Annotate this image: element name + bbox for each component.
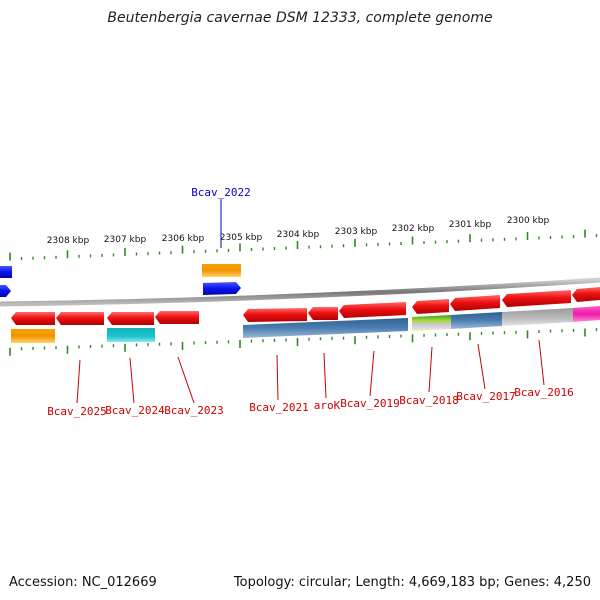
- gene-feature[interactable]: [0, 285, 11, 297]
- gene-label-bcav-2025[interactable]: Bcav_2025: [47, 405, 107, 418]
- label-leader-lines: [76, 199, 545, 404]
- map-title: Beutenbergia cavernae DSM 12333, complet…: [107, 10, 492, 26]
- gene-annotation-box[interactable]: [11, 329, 55, 343]
- ruler-label: 2303 kbp: [335, 227, 378, 237]
- gene-feature-bcav-2019[interactable]: [339, 302, 406, 318]
- gene-label-bcav-2022[interactable]: Bcav_2022: [191, 186, 251, 199]
- gene-feature-bcav-2023[interactable]: [155, 311, 199, 324]
- ruler-label: 2300 kbp: [507, 216, 550, 226]
- forward-strand-features: [0, 264, 241, 297]
- ruler-label: 2308 kbp: [47, 236, 90, 246]
- ruler-label: 2305 kbp: [220, 233, 263, 243]
- leader-line: [477, 343, 486, 390]
- gene-feature-bcav-2024-upstream[interactable]: [56, 312, 104, 325]
- gene-feature-bcav-2021[interactable]: [243, 308, 307, 322]
- gene-labels: Bcav_2022 Bcav_2025 Bcav_2024 Bcav_2023 …: [47, 186, 574, 418]
- reverse-strand-annotations: [11, 306, 600, 343]
- gene-label-bcav-2017[interactable]: Bcav_2017: [456, 390, 516, 403]
- gene-feature-bcav-2016[interactable]: [502, 290, 571, 307]
- leader-line: [538, 339, 545, 386]
- gene-annotation-box[interactable]: [412, 315, 451, 331]
- leader-line: [76, 359, 81, 404]
- topology-summary: Topology: circular; Length: 4,669,183 bp…: [233, 575, 591, 590]
- gene-feature-bcav-2022[interactable]: [203, 282, 241, 295]
- ruler-label: 2301 kbp: [449, 220, 492, 230]
- reverse-strand-cds: [11, 287, 600, 325]
- gene-annotation-box[interactable]: [502, 308, 573, 326]
- leader-line: [177, 356, 195, 404]
- gene-feature-bcav-2024[interactable]: [107, 312, 154, 325]
- gene-feature-bcav-2022-cds[interactable]: [202, 264, 241, 277]
- gene-annotation-box[interactable]: [573, 306, 600, 322]
- gene-feature[interactable]: [572, 287, 600, 302]
- gene-annotation-box[interactable]: [451, 312, 502, 329]
- gene-label-bcav-2018[interactable]: Bcav_2018: [399, 394, 459, 407]
- ruler-label: 2306 kbp: [162, 234, 205, 244]
- gene-label-arok[interactable]: aroK: [314, 399, 341, 412]
- gene-label-bcav-2019[interactable]: Bcav_2019: [340, 397, 400, 410]
- gene-feature[interactable]: [0, 266, 12, 278]
- ruler-labels: 2308 kbp 2307 kbp 2306 kbp 2305 kbp 2304…: [47, 216, 550, 246]
- lower-ruler: [9, 328, 598, 356]
- ruler-label: 2307 kbp: [104, 235, 147, 245]
- gene-annotation-box[interactable]: [107, 328, 155, 342]
- genome-backbone: [0, 277, 600, 307]
- leader-line: [129, 357, 135, 404]
- gene-feature-arok[interactable]: [308, 307, 338, 320]
- accession-text: Accession: NC_012669: [9, 575, 157, 590]
- leader-line: [323, 352, 327, 399]
- leader-line: [276, 354, 279, 401]
- gene-feature-bcav-2017[interactable]: [450, 295, 500, 311]
- upper-ruler: [9, 229, 598, 261]
- leader-line: [428, 346, 433, 393]
- gene-label-bcav-2024[interactable]: Bcav_2024: [105, 404, 165, 417]
- ruler-label: 2302 kbp: [392, 224, 435, 234]
- gene-annotation-box[interactable]: [243, 318, 408, 338]
- gene-label-bcav-2023[interactable]: Bcav_2023: [164, 404, 224, 417]
- gene-feature-bcav-2025[interactable]: [11, 312, 55, 325]
- ruler-label: 2304 kbp: [277, 230, 320, 240]
- leader-line: [369, 350, 375, 397]
- gene-label-bcav-2016[interactable]: Bcav_2016: [514, 386, 574, 399]
- gene-feature-bcav-2018[interactable]: [412, 299, 449, 314]
- gene-label-bcav-2021[interactable]: Bcav_2021: [249, 401, 309, 414]
